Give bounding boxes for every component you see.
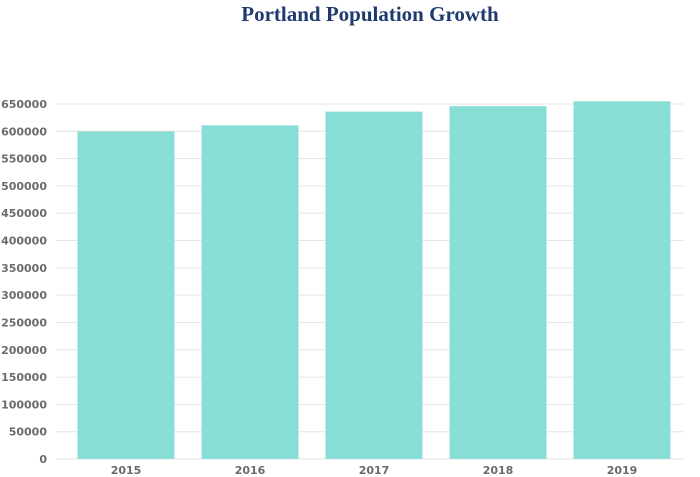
bar-2016[interactable] [201,125,299,460]
y-tick-label: 500000 [1,180,47,193]
x-tick-label: 2015 [111,464,142,477]
bar-2019[interactable] [573,101,671,460]
y-tick-label: 50000 [9,426,48,439]
y-tick-label: 600000 [1,125,47,138]
bars [77,101,671,460]
y-tick-label: 150000 [1,371,47,384]
y-tick-label: 350000 [1,262,47,275]
y-tick-label: 100000 [1,398,47,411]
y-tick-label: 550000 [1,153,47,166]
x-tick-label: 2017 [359,464,390,477]
y-tick-label: 400000 [1,235,47,248]
y-tick-label: 300000 [1,289,47,302]
y-tick-label: 650000 [1,98,47,111]
y-tick-label: 200000 [1,344,47,357]
x-axis-ticks: 2015 2016 2017 2018 2019 [111,464,638,477]
y-tick-label: 450000 [1,207,47,220]
x-tick-label: 2019 [607,464,638,477]
y-tick-label: 250000 [1,316,47,329]
x-tick-label: 2016 [235,464,266,477]
x-tick-label: 2018 [483,464,514,477]
y-tick-label: 0 [39,453,47,466]
y-axis-ticks: 0 50000 100000 150000 200000 250000 300000 3500… [1,98,47,466]
chart-title: Portland Population Growth [241,2,499,26]
bar-2015[interactable] [77,131,175,460]
bar-2017[interactable] [325,111,423,460]
bar-2018[interactable] [449,106,547,459]
